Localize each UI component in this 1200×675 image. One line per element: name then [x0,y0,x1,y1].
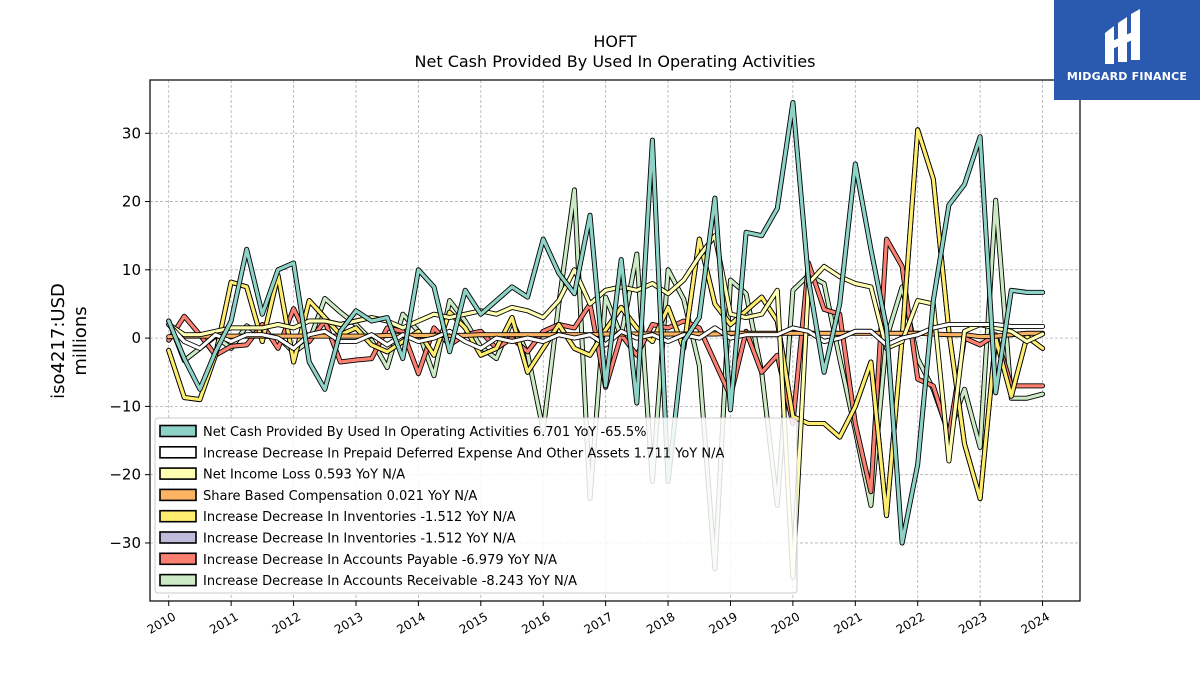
series-line [167,128,1045,518]
y-tick-label: −30 [109,534,141,552]
series-line [167,100,1045,545]
legend-label: Net Income Loss 0.593 YoY N/A [203,468,405,483]
legend-swatch [159,531,197,544]
y-tick-label: 20 [122,193,141,211]
y-tick-label: 0 [131,329,141,347]
series-line [167,188,1045,571]
legend-label: Net Cash Provided By Used In Operating A… [203,425,646,440]
legend-label: Increase Decrease In Accounts Payable -6… [203,553,557,568]
y-tick-label: −20 [109,466,141,484]
legend: Net Cash Provided By Used In Operating A… [154,417,798,594]
legend-box [154,417,798,594]
legend-swatch [159,424,197,438]
legend-label: Share Based Compensation 0.021 YoY N/A [203,489,477,504]
legend-swatch [159,573,197,587]
series-lines [166,100,1046,580]
legend-label: Increase Decrease In Inventories -1.512 … [203,532,516,547]
y-tick-label: 10 [122,261,141,279]
y-tick-label: 30 [122,124,141,142]
legend-label: Increase Decrease In Prepaid Deferred Ex… [203,446,724,461]
legend-label: Increase Decrease In Accounts Receivable… [203,574,577,589]
brand-name: MIDGARD FINANCE [1066,70,1188,83]
legend-swatch [159,552,197,566]
legend-label: Increase Decrease In Inventories -1.512 … [203,510,516,525]
plot-frame [149,79,1081,602]
chart-subtitle: Net Cash Provided By Used In Operating A… [415,52,816,71]
chart-title: HOFT [593,32,637,51]
brand-logo: MIDGARD FINANCE [1054,0,1200,100]
series-line [167,234,1045,579]
legend-swatch [159,488,197,502]
legend-swatch [159,445,197,459]
legend-swatch [159,467,197,480]
series-line [167,322,1045,350]
y-axis-label-units: millions [70,306,91,375]
y-axis-label: iso4217:USD [48,283,69,399]
y-tick-label: −10 [109,397,141,415]
brand-mark-icon [1105,9,1140,64]
legend-swatch [159,509,197,523]
